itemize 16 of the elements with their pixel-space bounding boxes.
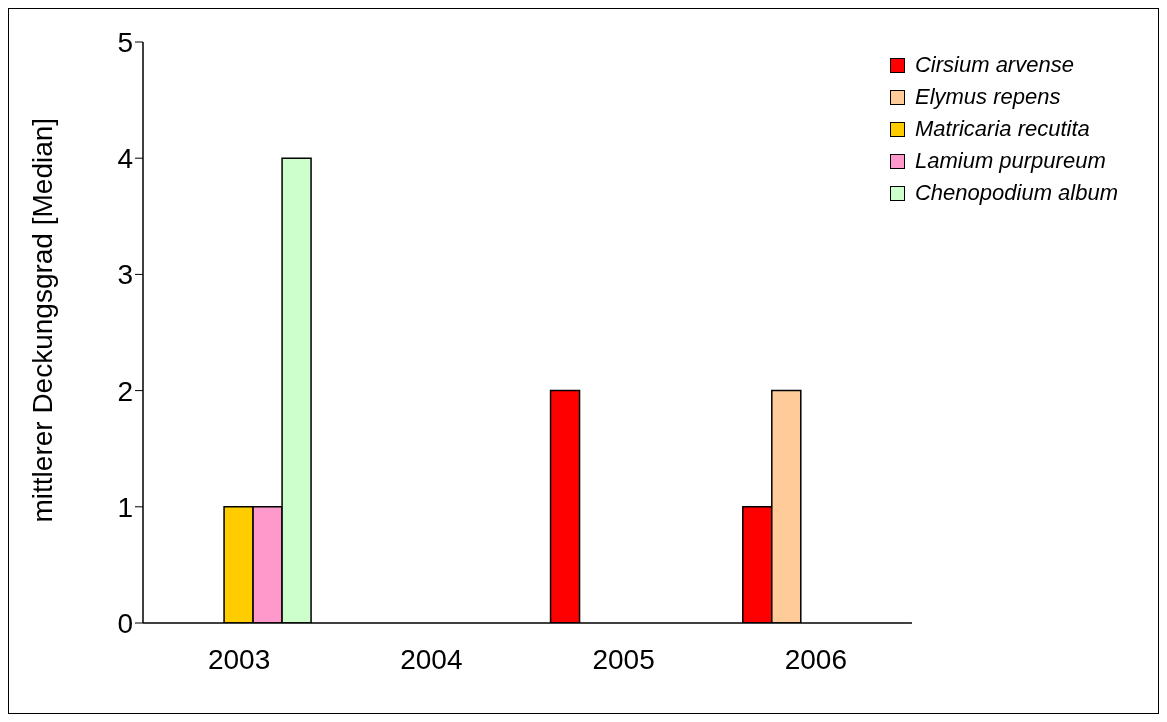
y-tick-label: 1 (117, 491, 133, 523)
x-tick-label: 2005 (592, 643, 655, 675)
legend-label: Chenopodium album (914, 179, 1118, 207)
x-tick-label: 2004 (400, 643, 463, 675)
legend-label: Matricaria recutita (914, 115, 1090, 143)
y-tick-label: 3 (117, 259, 133, 291)
y-tick-label: 4 (117, 143, 133, 175)
y-tick-label: 2 (117, 375, 133, 407)
y-axis-title: mittlerer Deckungsgrad [Median] (26, 117, 58, 523)
legend-label: Elymus repens (914, 83, 1061, 111)
y-tick-label: 0 (117, 607, 133, 639)
x-tick-label: 2006 (784, 643, 847, 675)
legend-label: Cirsium arvense (914, 51, 1074, 79)
y-tick-label: 5 (117, 26, 133, 58)
x-tick-label: 2003 (207, 643, 271, 675)
legend-label: Lamium purpureum (914, 147, 1106, 175)
